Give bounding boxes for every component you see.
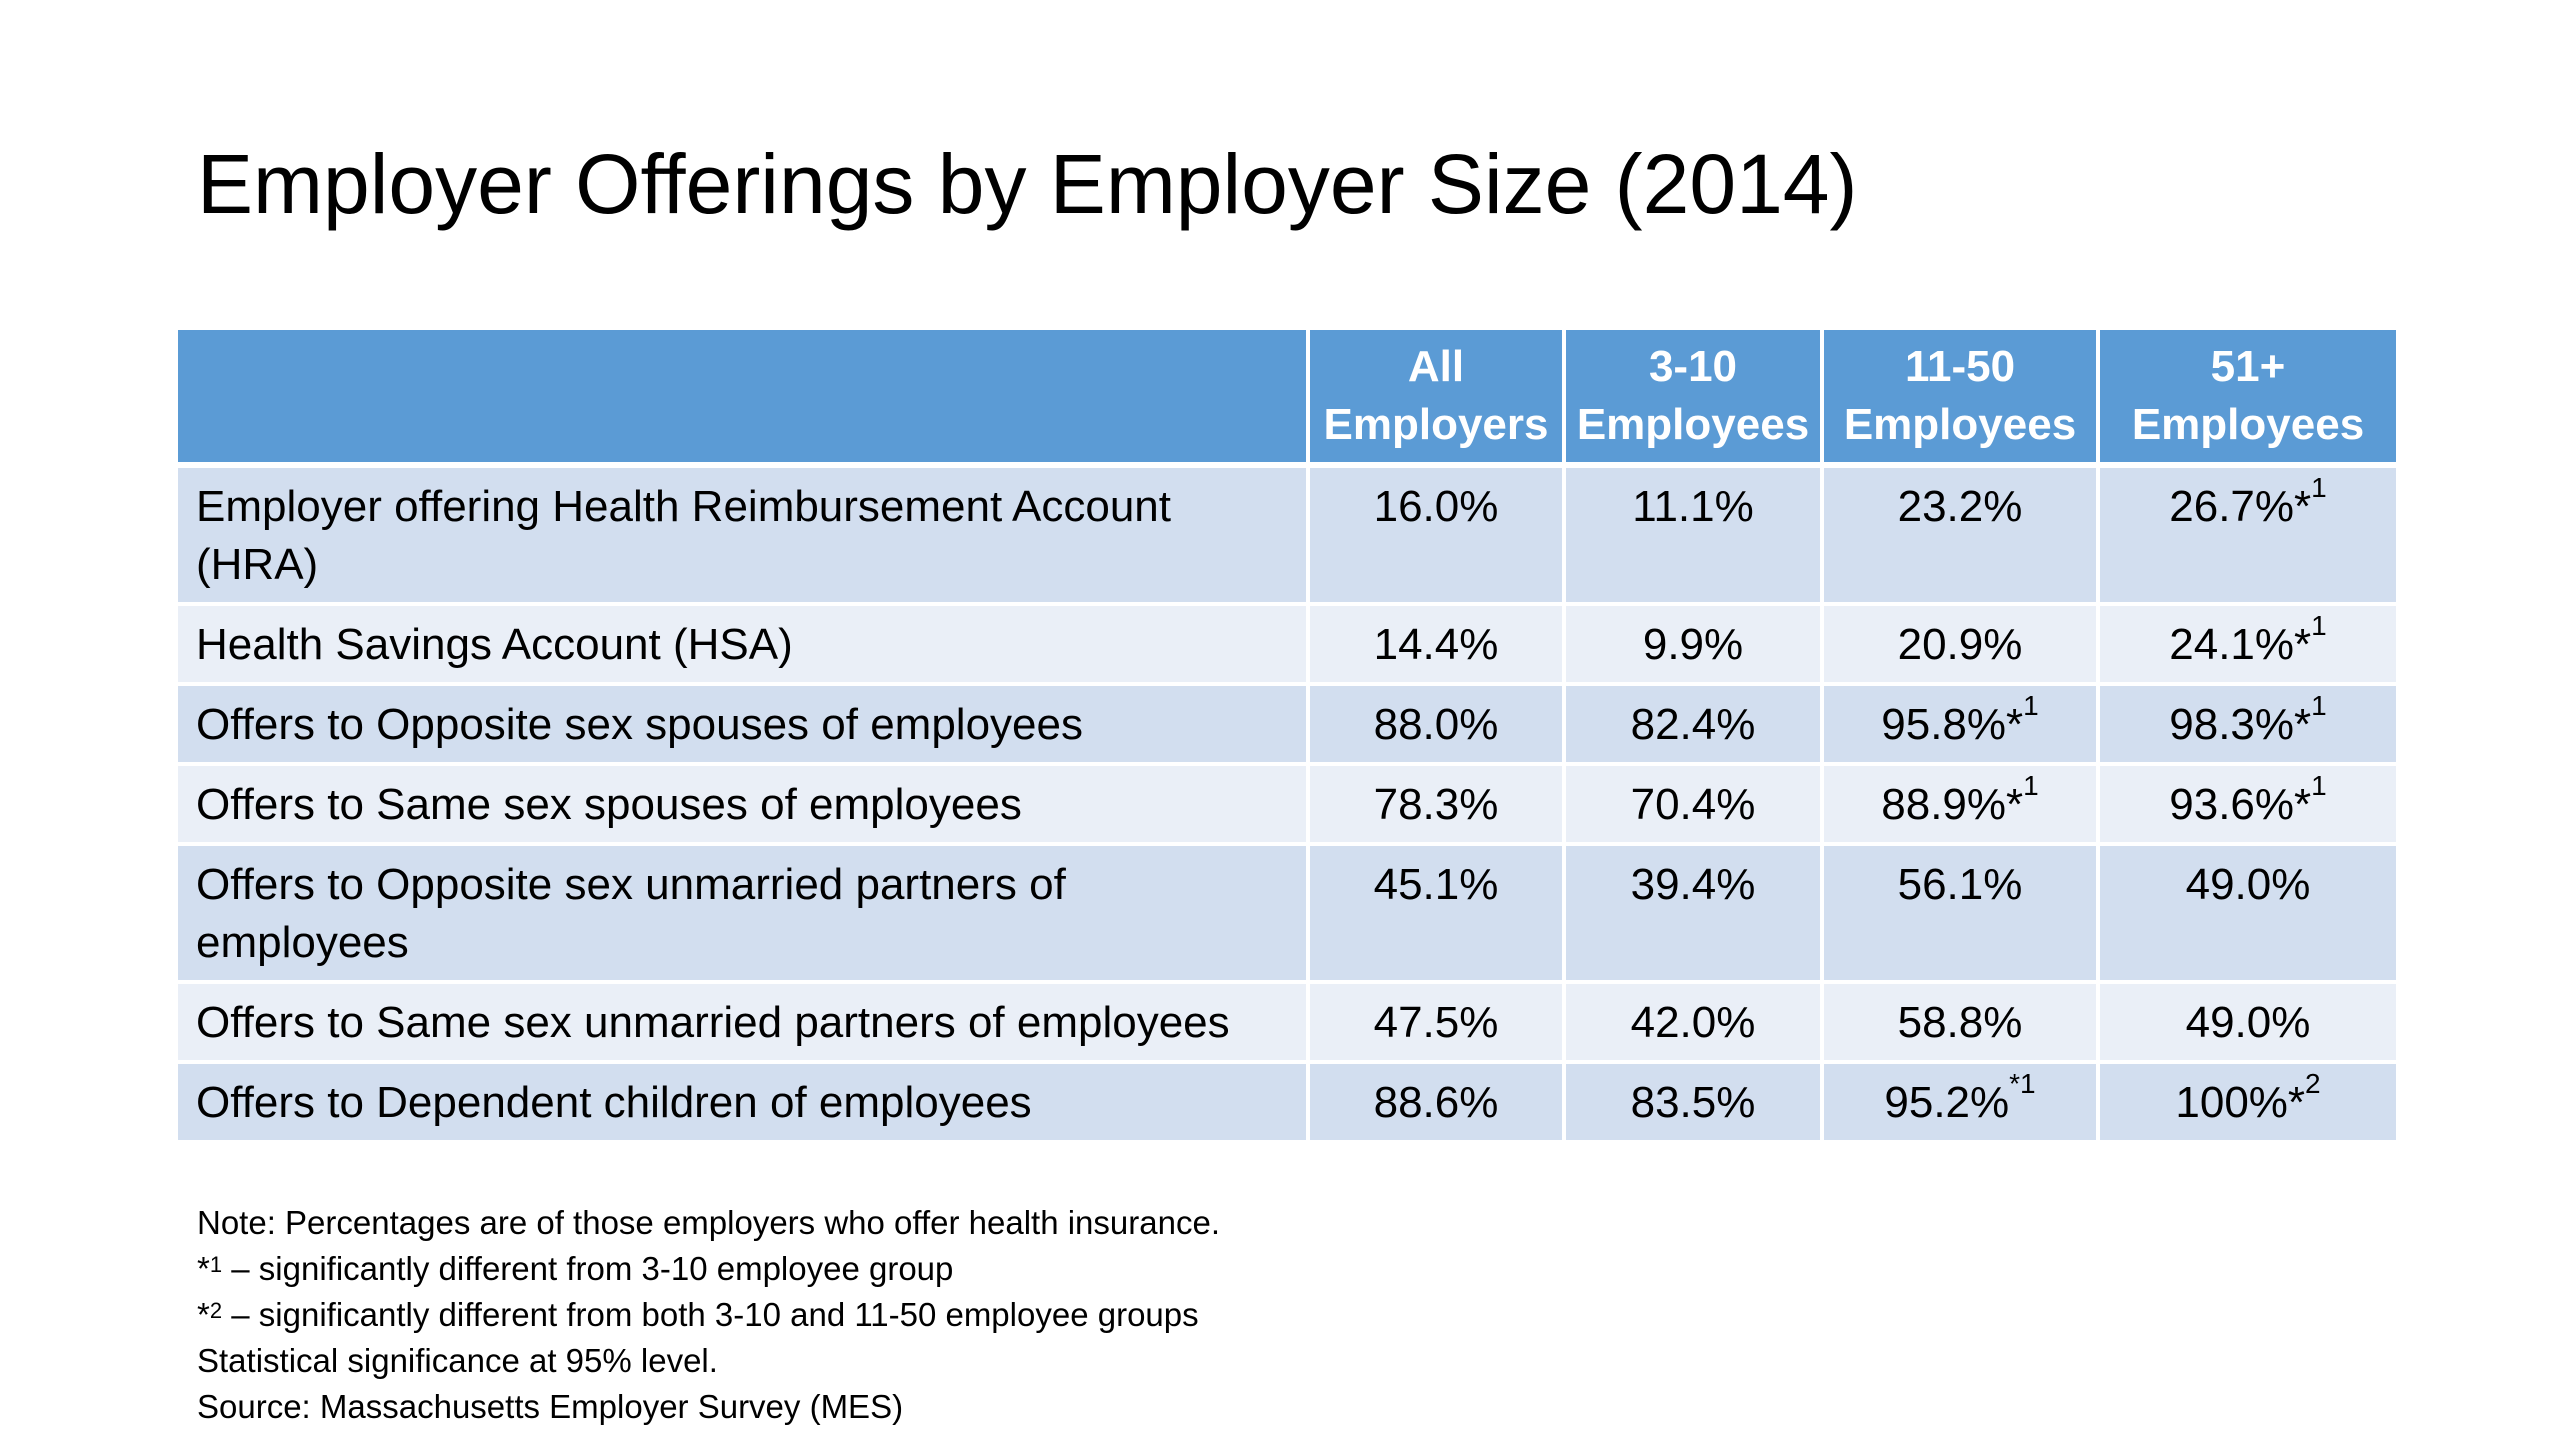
table-cell: 49.0%	[2098, 982, 2396, 1064]
table-cell: 100%*2	[2098, 1062, 2396, 1144]
table-cell: 82.4%	[1564, 684, 1824, 766]
table-cell: 93.6%*1	[2098, 764, 2396, 846]
table-cell: 11.1%	[1564, 465, 1824, 606]
header-line: Employers	[1323, 400, 1549, 449]
table-cell: 39.4%	[1564, 844, 1824, 984]
table-cell: 9.9%	[1564, 604, 1824, 686]
row-label: Offers to Opposite sex unmarried partner…	[178, 844, 1310, 984]
header-line: 3-10	[1648, 342, 1738, 391]
row-label: Offers to Dependent children of employee…	[178, 1062, 1310, 1144]
table-cell: 14.4%	[1308, 604, 1566, 686]
significance-note: Statistical significance at 95% level.	[197, 1342, 718, 1379]
table-row: Health Savings Account (HSA) 14.4% 9.9% …	[178, 604, 2396, 686]
table-row: Employer offering Health Reimbursement A…	[178, 465, 2396, 606]
table-cell: 78.3%	[1308, 764, 1566, 846]
table-cell: 95.8%*1	[1822, 684, 2100, 766]
table-cell: 20.9%	[1822, 604, 2100, 686]
table-cell: 58.8%	[1822, 982, 2100, 1064]
source-note: Source: Massachusetts Employer Survey (M…	[197, 1388, 904, 1425]
footnote-1: *1 – significantly different from 3-10 e…	[197, 1250, 954, 1287]
table-cell: 56.1%	[1822, 844, 2100, 984]
header-line: All	[1407, 342, 1465, 391]
table-header-row: All Employers 3-10 Employees 11-50 Emplo…	[178, 330, 2396, 468]
column-header-11-50-employees: 11-50 Employees	[1822, 330, 2100, 468]
footnotes: Note: Percentages are of those employers…	[197, 1200, 1220, 1430]
row-label: Offers to Same sex unmarried partners of…	[178, 982, 1310, 1064]
table-cell: 98.3%*1	[2098, 684, 2396, 766]
header-line: Employees	[2131, 400, 2365, 449]
table-cell: 70.4%	[1564, 764, 1824, 846]
header-line: 51+	[2210, 342, 2286, 391]
row-label: Employer offering Health Reimbursement A…	[178, 465, 1310, 606]
table-cell: 45.1%	[1308, 844, 1566, 984]
table-cell: 42.0%	[1564, 982, 1824, 1064]
table-cell: 83.5%	[1564, 1062, 1824, 1144]
table-row: Offers to Same sex unmarried partners of…	[178, 982, 2396, 1064]
table-cell: 49.0%	[2098, 844, 2396, 984]
table-cell: 26.7%*1	[2098, 465, 2396, 606]
table-cell: 16.0%	[1308, 465, 1566, 606]
page-title: Employer Offerings by Employer Size (201…	[197, 137, 1858, 231]
row-label: Offers to Same sex spouses of employees	[178, 764, 1310, 846]
column-header-51-plus-employees: 51+ Employees	[2098, 330, 2396, 468]
offerings-table: All Employers 3-10 Employees 11-50 Emplo…	[178, 330, 2396, 1144]
row-label: Health Savings Account (HSA)	[178, 604, 1310, 686]
table-cell: 88.6%	[1308, 1062, 1566, 1144]
table-row: Offers to Dependent children of employee…	[178, 1062, 2396, 1144]
column-header-empty	[178, 330, 1310, 468]
header-line: 11-50	[1904, 342, 2016, 391]
table-cell: 23.2%	[1822, 465, 2100, 606]
table-row: Offers to Same sex spouses of employees …	[178, 764, 2396, 846]
column-header-3-10-employees: 3-10 Employees	[1564, 330, 1824, 468]
row-label: Offers to Opposite sex spouses of employ…	[178, 684, 1310, 766]
column-header-all-employers: All Employers	[1308, 330, 1566, 468]
table-cell: 95.2%*1	[1822, 1062, 2100, 1144]
footnote-2: *2 – significantly different from both 3…	[197, 1296, 1199, 1333]
table-cell: 88.9%*1	[1822, 764, 2100, 846]
table-cell: 24.1%*1	[2098, 604, 2396, 686]
header-line: Employees	[1843, 400, 2077, 449]
table-cell: 88.0%	[1308, 684, 1566, 766]
note-line: Note: Percentages are of those employers…	[197, 1204, 1220, 1241]
header-line: Employees	[1576, 400, 1810, 449]
table-row: Offers to Opposite sex unmarried partner…	[178, 844, 2396, 984]
table-cell: 47.5%	[1308, 982, 1566, 1064]
table-row: Offers to Opposite sex spouses of employ…	[178, 684, 2396, 766]
